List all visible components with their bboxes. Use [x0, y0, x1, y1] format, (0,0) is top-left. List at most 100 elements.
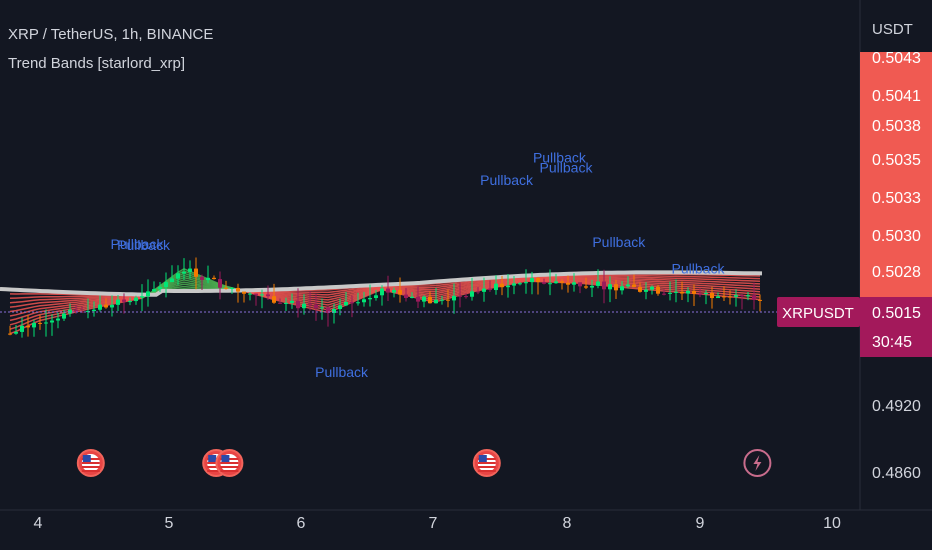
candle-body — [374, 295, 378, 299]
candle-body — [224, 287, 228, 289]
symbol-label: XRPUSDT — [782, 305, 854, 322]
candle-body — [740, 295, 744, 297]
candle-body — [416, 296, 420, 302]
candle-body — [482, 288, 486, 292]
symbol-tag[interactable] — [777, 297, 860, 327]
candle-body — [284, 302, 288, 304]
candle-body — [548, 283, 552, 285]
candle-body — [728, 296, 732, 298]
candle-body — [668, 292, 672, 294]
candle-body — [332, 308, 336, 313]
candle-body — [398, 290, 402, 295]
candlesticks — [8, 257, 762, 338]
trend-band-line — [237, 277, 761, 301]
candle-body — [758, 299, 762, 301]
candle-body — [344, 302, 348, 306]
pullback-label: Pullback — [111, 236, 165, 252]
us-flag-icon[interactable] — [76, 449, 105, 477]
pullback-label: Pullback — [117, 237, 171, 253]
candle-body — [446, 299, 450, 301]
candle-body — [356, 302, 360, 304]
indicator-title[interactable]: Trend Bands [starlord_xrp] — [8, 55, 186, 72]
candle-body — [470, 291, 474, 297]
candle-body — [704, 293, 708, 295]
candle-body — [98, 304, 102, 310]
candle-body — [260, 294, 264, 296]
candle-body — [674, 291, 678, 293]
candle-body — [560, 281, 564, 283]
candle-body — [722, 296, 726, 298]
candle-body — [554, 281, 558, 284]
candle-body — [656, 286, 660, 294]
candle-body — [392, 290, 396, 293]
time-tick-label: 4 — [34, 515, 43, 532]
candle-body — [254, 293, 258, 296]
candle-body — [752, 295, 756, 300]
price-axis-ticks: 0.5043 0.5041 0.5038 0.5035 0.5033 0.5030 0.50… — [872, 50, 921, 482]
candle-body — [230, 287, 234, 289]
trend-band-line — [9, 295, 143, 313]
event-markers — [76, 449, 772, 477]
candle-body — [164, 282, 168, 288]
pullback-signals: PullbackPullbackPullbackPullbackPullback… — [111, 149, 726, 379]
time-tick-label: 8 — [563, 515, 572, 532]
candle-body — [212, 277, 216, 280]
price-tick-label: 0.4920 — [872, 398, 921, 415]
candle-body — [182, 271, 186, 274]
candle-body — [692, 290, 696, 294]
candle-body — [584, 286, 588, 288]
us-flag-icon[interactable] — [215, 449, 244, 477]
trend-band-line — [237, 278, 761, 304]
candle-body — [746, 295, 750, 297]
pullback-label: Pullback — [672, 261, 726, 277]
candle-body — [518, 283, 522, 285]
candle-body — [590, 285, 594, 288]
trend-band-line — [9, 294, 143, 304]
candle-body — [458, 295, 462, 297]
candle-body — [92, 309, 96, 312]
chart-title[interactable]: XRP / TetherUS, 1h, BINANCE — [8, 26, 214, 43]
candle-body — [296, 300, 300, 309]
candle-body — [578, 282, 582, 287]
candle-body — [44, 322, 48, 324]
pullback-label: Pullback — [592, 234, 646, 250]
candle-body — [440, 299, 444, 301]
candle-body — [680, 291, 684, 294]
candle-body — [572, 282, 576, 285]
candle-body — [26, 325, 30, 328]
candle-body — [20, 325, 24, 332]
time-tick-label: 10 — [823, 515, 841, 532]
candle-body — [476, 291, 480, 293]
candle-body — [152, 289, 156, 292]
candle-body — [410, 296, 414, 298]
candle-body — [290, 300, 294, 303]
candle-body — [200, 276, 204, 281]
baseline-moving-average — [0, 270, 763, 297]
candle-body — [206, 277, 210, 281]
pullback-label: Pullback — [533, 149, 587, 165]
candle-body — [158, 287, 162, 290]
countdown-label: 30:45 — [872, 334, 912, 351]
last-price-label: 0.5015 — [872, 305, 921, 322]
candle-body — [494, 283, 498, 291]
candle-body — [716, 296, 720, 299]
lightning-icon[interactable] — [743, 449, 772, 477]
us-flag-icon[interactable] — [472, 449, 501, 477]
time-axis-ticks: 4 5 6 7 8 9 10 — [34, 515, 841, 532]
candle-body — [644, 289, 648, 292]
candle-body — [74, 309, 78, 312]
trend-band-line — [9, 296, 143, 317]
candle-body — [326, 307, 330, 313]
trend-band-line — [237, 279, 761, 311]
candle-body — [266, 294, 270, 297]
candle-body — [500, 283, 504, 288]
candle-body — [236, 287, 240, 292]
candle-body — [566, 282, 570, 285]
pullback-label: Pullback — [315, 364, 369, 380]
candle-body — [524, 282, 528, 284]
candle-body — [662, 293, 666, 295]
candle-body — [62, 313, 66, 319]
candle-body — [194, 268, 198, 277]
candle-body — [146, 291, 150, 297]
